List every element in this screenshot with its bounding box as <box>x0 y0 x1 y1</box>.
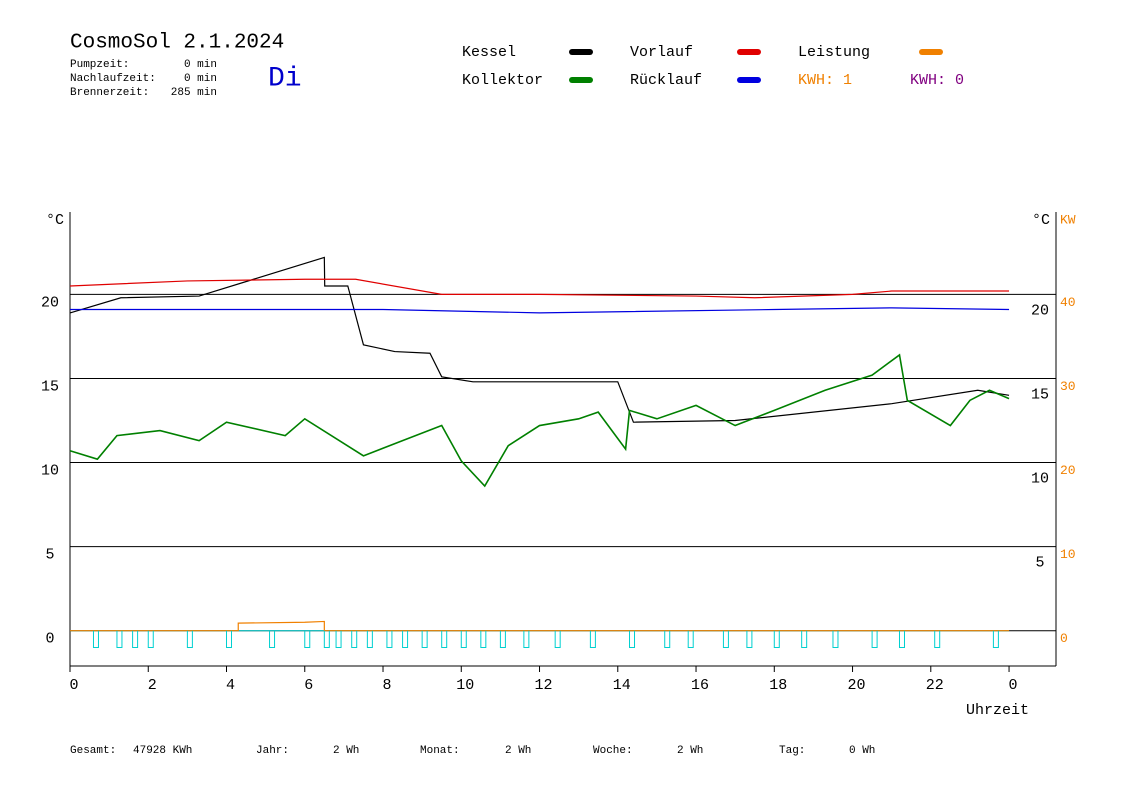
footer-label: Gesamt: <box>70 745 116 757</box>
footer-value: 0 Wh <box>849 745 875 757</box>
legend-label: Vorlauf <box>630 44 693 61</box>
y-tick-label: 15 <box>41 378 59 395</box>
pump-pulse <box>664 630 671 649</box>
pump-pulse <box>554 630 561 649</box>
stat-value: 0 min <box>184 73 217 85</box>
pump-pulse <box>480 630 487 649</box>
pump-pulse <box>132 630 139 649</box>
pump-pulse <box>992 630 999 649</box>
title: CosmoSol 2.1.2024 <box>70 32 284 55</box>
y2-tick-label: 0 <box>1060 631 1068 646</box>
pump-pulse <box>386 630 393 649</box>
y-unit: °C <box>46 212 64 229</box>
series-line <box>69 278 1010 299</box>
y-unit: °C <box>1032 212 1050 229</box>
kwh-label: KWH: 0 <box>910 72 964 89</box>
legend-label: Rücklauf <box>630 72 702 89</box>
pump-pulse <box>147 630 154 649</box>
pump-pulse <box>226 630 233 649</box>
pump-pulse <box>871 630 878 649</box>
pump-pulse <box>687 630 694 649</box>
footer-label: Monat: <box>420 745 460 757</box>
y2-tick-label: 20 <box>1060 463 1076 478</box>
x-tick-label: 14 <box>613 677 631 694</box>
pump-pulse <box>92 630 99 649</box>
stat-label: Nachlaufzeit: <box>70 73 156 85</box>
pump-pulse <box>402 630 409 649</box>
y-tick-label: 10 <box>41 463 59 480</box>
pump-pulse <box>366 630 373 649</box>
legend-label: Kollektor <box>462 72 543 89</box>
y-tick-label-right: 15 <box>1031 386 1049 403</box>
y-tick-label: 20 <box>41 294 59 311</box>
weekday: Di <box>268 63 302 94</box>
series-line <box>69 256 1010 423</box>
y2-tick-label: 40 <box>1060 295 1076 310</box>
footer-value: 2 Wh <box>677 745 703 757</box>
pump-pulse <box>801 630 808 649</box>
x-tick-label: 12 <box>535 677 553 694</box>
pump-pulse <box>589 630 596 649</box>
footer-label: Jahr: <box>256 745 289 757</box>
x-tick-label: 0 <box>69 677 78 694</box>
x-tick-label: 18 <box>769 677 787 694</box>
pump-pulse <box>116 630 123 649</box>
x-label: Uhrzeit <box>966 702 1029 719</box>
stat-value: 0 min <box>184 59 217 71</box>
legend-label: Kessel <box>462 44 516 61</box>
pump-pulse <box>421 630 428 649</box>
series-line <box>70 307 1010 314</box>
footer-value: 2 Wh <box>505 745 531 757</box>
pump-pulse <box>934 630 941 649</box>
pump-pulse <box>499 630 506 649</box>
series-line <box>70 620 1010 632</box>
pump-pulse <box>898 630 905 649</box>
stat-label: Brennerzeit: <box>70 87 149 99</box>
y-tick-label-right: 10 <box>1031 471 1049 488</box>
x-tick-label: 16 <box>691 677 709 694</box>
x-tick-label: 2 <box>148 677 157 694</box>
pump-pulse <box>335 630 342 649</box>
x-tick-label: 6 <box>304 677 313 694</box>
y-tick-label: 5 <box>45 547 54 564</box>
x-tick-label: 0 <box>1009 677 1018 694</box>
pump-pulse <box>832 630 839 649</box>
pump-pulse <box>746 630 753 649</box>
pump-pulse <box>523 630 530 649</box>
kwh-label: KWH: 1 <box>798 72 852 89</box>
stat-label: Pumpzeit: <box>70 59 129 71</box>
y2-tick-label: 10 <box>1060 547 1076 562</box>
footer-value: 47928 KWh <box>133 745 192 757</box>
y-tick-label: 0 <box>45 631 54 648</box>
series-line <box>69 353 1010 488</box>
x-tick-label: 4 <box>226 677 235 694</box>
pump-pulse <box>629 630 636 649</box>
pump-pulse <box>773 630 780 649</box>
pump-pulse <box>460 630 467 649</box>
y2-unit: KW <box>1060 212 1076 227</box>
x-tick-label: 22 <box>926 677 944 694</box>
pump-pulse <box>323 630 330 649</box>
x-tick-label: 8 <box>383 677 392 694</box>
pump-pulse <box>304 630 311 649</box>
x-tick-label: 20 <box>848 677 866 694</box>
legend-label: Leistung <box>798 44 870 61</box>
footer-label: Tag: <box>779 745 805 757</box>
pump-pulse <box>269 630 276 649</box>
pump-pulse <box>186 630 193 649</box>
y-tick-label-right: 5 <box>1035 555 1044 572</box>
pump-pulse <box>441 630 448 649</box>
y-tick-label-right: 20 <box>1031 302 1049 319</box>
pump-pulse <box>722 630 729 649</box>
footer-value: 2 Wh <box>333 745 359 757</box>
stat-value: 285 min <box>171 87 217 99</box>
pump-pulse <box>351 630 358 649</box>
footer-label: Woche: <box>593 745 633 757</box>
y2-tick-label: 30 <box>1060 379 1076 394</box>
x-tick-label: 10 <box>456 677 474 694</box>
